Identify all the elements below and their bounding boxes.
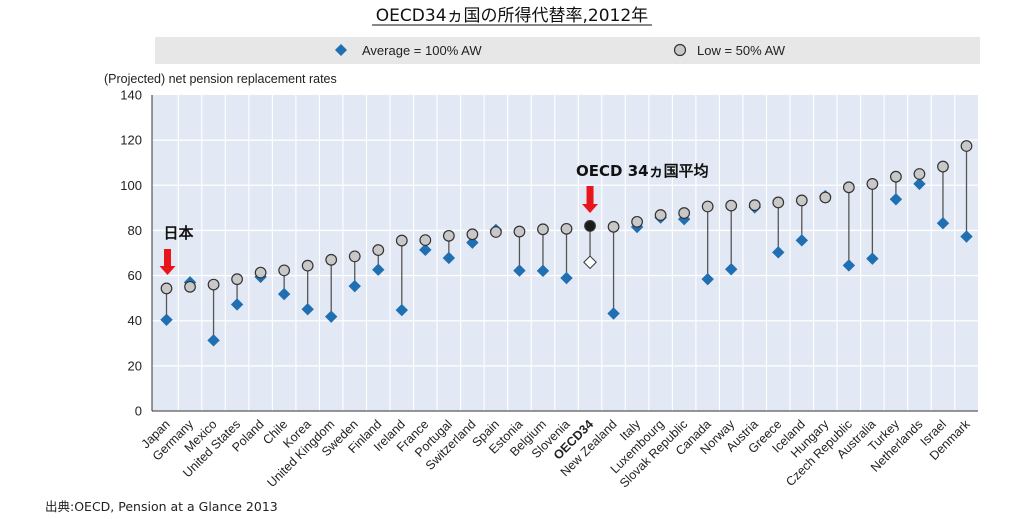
y-tick-label: 100 xyxy=(120,178,142,193)
low-point-spain xyxy=(490,226,502,238)
average-point-korea xyxy=(301,303,314,316)
low-point-turkey xyxy=(890,170,902,183)
low-point-iceland xyxy=(795,194,808,207)
low-point-slovak-republic xyxy=(678,207,691,219)
low-point-australia xyxy=(866,178,879,190)
low-point-japan xyxy=(160,282,173,295)
y-axis-label: (Projected) net pension replacement rate… xyxy=(104,72,337,86)
low-point-united-states xyxy=(231,273,243,286)
low-point-estonia xyxy=(513,225,526,238)
low-point-finland xyxy=(372,244,385,256)
average-point-canada xyxy=(701,272,714,286)
low-point-austria xyxy=(748,199,761,212)
average-point-united-kingdom xyxy=(325,310,338,323)
plot-area xyxy=(152,95,978,411)
low-point-korea xyxy=(301,259,314,272)
low-point-hungary xyxy=(819,191,832,204)
legend-diamond-icon xyxy=(335,44,347,56)
low-point-mexico xyxy=(207,278,220,291)
average-point-united-states xyxy=(230,298,244,311)
annotation-oecd-average: OECD 34ヵ国平均 xyxy=(576,162,709,180)
average-point-iceland xyxy=(795,234,808,247)
low-point-sweden xyxy=(348,250,361,263)
red-arrow-down-icon xyxy=(159,249,176,275)
y-axis-ticks: 0 20 40 60 80 100 120 140 xyxy=(120,88,142,419)
average-point-belgium xyxy=(536,264,550,278)
low-point-slovenia xyxy=(560,222,573,235)
legend-low-label: Low = 50% AW xyxy=(697,43,786,58)
average-point-greece xyxy=(772,246,785,259)
average-point-france xyxy=(419,243,432,257)
average-point-japan xyxy=(160,313,173,327)
low-point-ireland xyxy=(395,234,408,247)
legend-average-label: Average = 100% AW xyxy=(362,43,482,58)
red-arrow-down-icon xyxy=(582,186,599,213)
average-point-new-zealand xyxy=(607,307,620,320)
y-tick-label: 60 xyxy=(128,268,142,283)
y-tick-label: 140 xyxy=(120,88,142,103)
low-point-luxembourg xyxy=(654,209,667,221)
average-point-denmark xyxy=(960,230,973,243)
source-note: 出典:OECD, Pension at a Glance 2013 xyxy=(45,499,278,514)
average-point-netherlands xyxy=(913,177,926,191)
average-point-ireland xyxy=(395,303,408,317)
low-point-germany xyxy=(184,280,196,293)
y-tick-label: 0 xyxy=(135,404,142,419)
average-point-czech-republic xyxy=(842,259,856,272)
average-point-slovak-republic xyxy=(677,212,691,226)
legend-box xyxy=(155,37,980,64)
low-point-chile xyxy=(278,264,291,277)
y-tick-label: 20 xyxy=(128,358,142,373)
average-point-chile xyxy=(277,287,291,301)
low-markers xyxy=(160,140,973,295)
low-point-israel xyxy=(937,160,949,173)
average-point-portugal xyxy=(442,251,456,265)
low-point-france xyxy=(419,234,432,247)
average-point-estonia xyxy=(513,264,526,277)
legend-circle-icon xyxy=(673,43,687,57)
low-point-norway xyxy=(725,199,738,212)
average-point-switzerland xyxy=(466,236,479,249)
average-point-sweden xyxy=(348,279,361,293)
average-point-norway xyxy=(725,263,738,276)
low-point-czech-republic xyxy=(842,181,855,194)
low-point-switzerland xyxy=(466,228,479,241)
low-point-new-zealand xyxy=(607,220,620,233)
average-point-finland xyxy=(372,263,385,276)
average-point-israel xyxy=(936,217,950,230)
y-tick-label: 80 xyxy=(128,223,142,238)
low-point-denmark xyxy=(960,140,973,152)
low-point-belgium xyxy=(537,223,549,236)
low-point-oecd34 xyxy=(584,220,596,232)
average-point-slovenia xyxy=(560,271,573,285)
average-point-turkey xyxy=(889,193,903,206)
average-point-mexico xyxy=(207,334,220,347)
low-point-italy xyxy=(631,215,643,228)
annotation-japan: 日本 xyxy=(164,224,194,242)
low-point-netherlands xyxy=(913,168,926,180)
low-point-portugal xyxy=(442,229,455,242)
low-point-poland xyxy=(254,266,267,279)
average-point-australia xyxy=(866,252,879,265)
low-point-canada xyxy=(701,200,714,213)
low-point-greece xyxy=(772,196,785,209)
average-markers xyxy=(160,177,973,347)
chart-title: OECD34ヵ国の所得代替率,2012年 xyxy=(376,6,648,26)
y-tick-label: 120 xyxy=(120,133,142,148)
y-tick-label: 40 xyxy=(128,313,142,328)
annotations: 日本 OECD 34ヵ国平均 xyxy=(159,162,709,275)
low-point-united-kingdom xyxy=(325,253,338,266)
average-point-oecd34 xyxy=(583,255,597,270)
